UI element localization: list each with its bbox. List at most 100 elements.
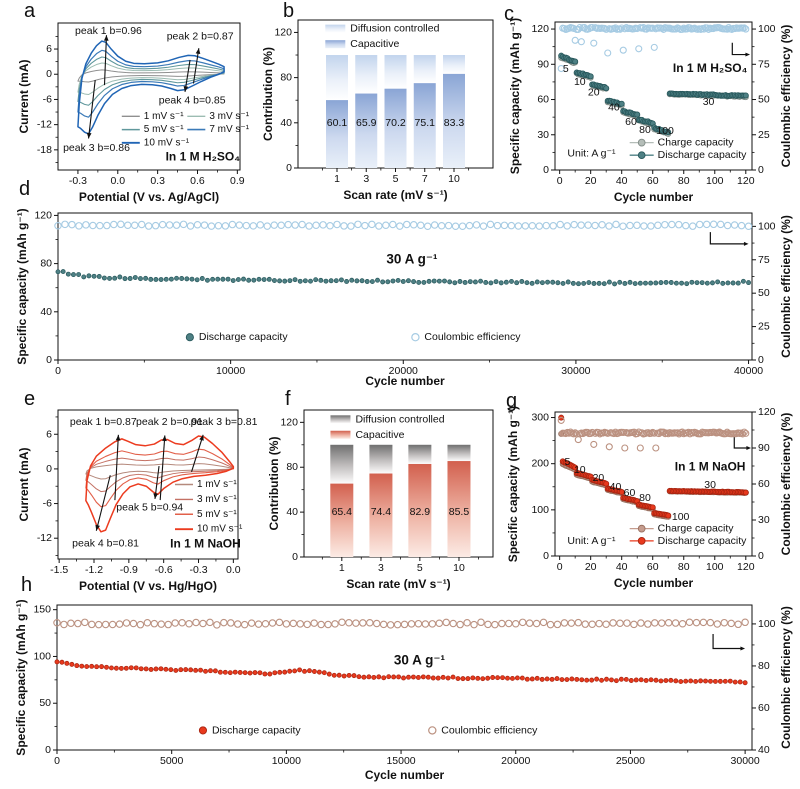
coulombic-efficiency-point xyxy=(542,221,551,230)
discharge-point xyxy=(222,669,228,675)
x-tick-label: 100 xyxy=(706,561,724,573)
discharge-point xyxy=(509,278,514,284)
discharge-point xyxy=(292,277,298,283)
discharge-point xyxy=(287,668,293,674)
coulombic-efficiency-point xyxy=(263,222,272,230)
panel-b: 0 40 80 120 Scan rate (mV s⁻¹) Contribution (… xyxy=(261,19,494,202)
discharge-point xyxy=(440,674,446,680)
coulombic-efficiency-point xyxy=(305,222,313,230)
coulombic-efficiency-point xyxy=(456,620,464,629)
y-tick-label: 6 xyxy=(46,428,52,440)
coulombic-efficiency-point xyxy=(588,620,596,629)
discharge-point xyxy=(331,672,337,678)
y-tick-label: 6 xyxy=(46,43,52,55)
coulombic-efficiency-point xyxy=(567,619,576,627)
coulombic-efficiency-point xyxy=(505,619,513,628)
coulombic-efficiency-point xyxy=(598,220,606,229)
discharge-point xyxy=(710,280,715,286)
coulombic-efficiency-point xyxy=(498,619,506,628)
discharge-point xyxy=(194,277,200,283)
discharge-point xyxy=(212,668,218,674)
discharge-point xyxy=(282,278,288,284)
coulombic-efficiency-point xyxy=(623,619,631,627)
discharge-point xyxy=(341,673,347,679)
legend-swatch xyxy=(330,430,351,439)
coulombic-efficiency-point xyxy=(284,220,292,229)
y-axis-title: Current (mA) xyxy=(17,447,31,521)
y2-tick-label: 75 xyxy=(758,254,770,266)
unit-label: Unit: A g⁻¹ xyxy=(567,148,616,160)
discharge-point xyxy=(318,277,324,283)
y-tick-label: 0 xyxy=(46,463,52,475)
discharge-point xyxy=(658,280,664,286)
coulombic-efficiency-point xyxy=(675,220,683,229)
coulombic-efficiency-point xyxy=(179,220,188,229)
y2-tick-label: 90 xyxy=(758,442,770,454)
discharge-point xyxy=(698,678,704,684)
panel-letter-f: f xyxy=(285,388,291,410)
panel-letter-h: h xyxy=(21,574,33,596)
discharge-point xyxy=(118,665,124,671)
discharge-point xyxy=(64,660,70,666)
bar-capacitive xyxy=(369,473,393,557)
coulombic-efficiency-point xyxy=(103,221,111,230)
x-tick-label: 3 xyxy=(378,562,384,574)
discharge-point xyxy=(225,276,231,282)
coulombic-efficiency-point xyxy=(317,620,325,629)
y-axis-title: Current (mA) xyxy=(17,59,31,133)
discharge-point xyxy=(653,677,659,683)
coulombic-efficiency-point xyxy=(574,25,582,33)
discharge-point xyxy=(323,278,329,284)
discharge-point xyxy=(148,667,154,672)
x-tick-label: 1 xyxy=(334,173,340,185)
coulombic-efficiency-point xyxy=(491,620,499,629)
discharge-point xyxy=(241,276,246,282)
discharge-point xyxy=(65,271,71,277)
annotation-arrow xyxy=(103,35,108,86)
coulombic-efficiency-point xyxy=(74,619,82,628)
coulombic-efficiency-point xyxy=(730,221,739,229)
coulombic-efficiency-point xyxy=(129,619,138,628)
coulombic-efficiency-point xyxy=(94,620,103,629)
discharge-point xyxy=(460,676,466,682)
discharge-point xyxy=(148,276,154,282)
y-tick-label: -12 xyxy=(37,119,52,131)
x-tick-label: 0.3 xyxy=(150,175,165,187)
coulombic-efficiency-point xyxy=(354,220,362,229)
discharge-point xyxy=(316,669,322,675)
coulombic-efficiency-point xyxy=(199,619,207,628)
legend-label: 5 mV s⁻¹ xyxy=(144,124,184,135)
y-tick-label: -6 xyxy=(43,93,52,105)
discharge-point xyxy=(235,277,241,283)
discharge-point xyxy=(251,277,257,283)
discharge-point xyxy=(158,277,164,282)
discharge-point xyxy=(633,677,639,683)
discharge-point xyxy=(247,670,253,676)
discharge-point xyxy=(307,668,312,674)
bar-diffusion xyxy=(447,444,471,462)
discharge-point xyxy=(326,671,332,677)
discharge-point xyxy=(107,275,112,281)
discharge-point xyxy=(395,277,401,283)
axis-box xyxy=(57,409,239,560)
coulombic-efficiency-point xyxy=(581,620,590,628)
discharge-point xyxy=(371,674,377,680)
coulombic-efficiency-point xyxy=(577,221,585,229)
discharge-point xyxy=(173,667,179,673)
coulombic-efficiency-point xyxy=(185,620,193,628)
annotation-arrow xyxy=(192,48,200,84)
discharge-point xyxy=(168,667,174,673)
coulombic-efficiency-point xyxy=(361,221,369,230)
coulombic-efficiency-point xyxy=(458,222,467,230)
legend-label: Discharge capacity xyxy=(199,331,288,343)
x-axis-title: Potential (V vs. Hg/HgO) xyxy=(79,579,217,593)
x-tick-label: 20000 xyxy=(501,755,530,767)
coulombic-efficiency-point xyxy=(409,220,418,229)
bar-capacitive xyxy=(326,100,348,168)
discharge-point xyxy=(262,671,268,677)
y2-axis-title: Coulombic efficiency (%) xyxy=(779,25,793,168)
coulombic-efficiency-point xyxy=(368,220,376,229)
discharge-point xyxy=(678,679,684,685)
discharge-point xyxy=(333,278,339,284)
coulombic-efficiency-point xyxy=(416,221,425,229)
